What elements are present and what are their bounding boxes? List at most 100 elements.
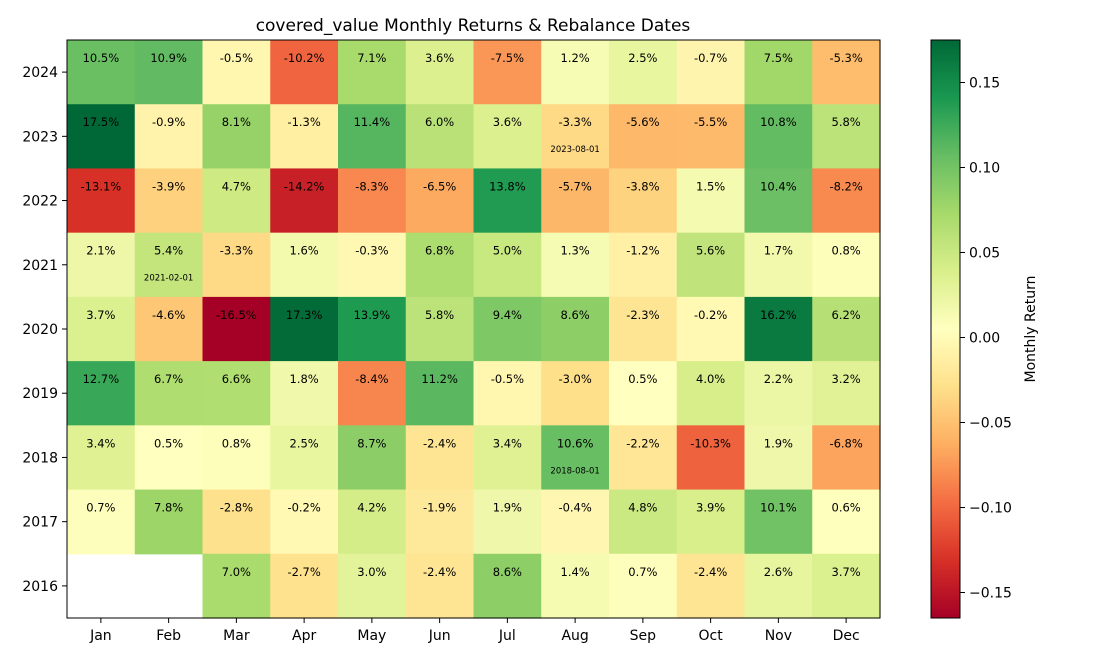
heatmap-cell [67, 168, 136, 234]
heatmap-cell [744, 553, 813, 619]
cell-value-label: 3.7% [86, 308, 115, 322]
cell-value-label: -5.5% [694, 115, 727, 129]
y-tick-label: 2024 [22, 65, 58, 81]
x-tick-label: Aug [561, 628, 588, 644]
heatmap-cell [338, 361, 407, 426]
cell-value-label: 6.2% [832, 308, 861, 322]
cell-value-label: -2.8% [220, 501, 253, 515]
cell-value-label: 0.7% [86, 501, 115, 515]
heatmap-cell [609, 40, 678, 105]
cell-value-label: 8.6% [561, 308, 590, 322]
heatmap-cell [609, 232, 678, 298]
colorbar-tick-label: −0.10 [969, 501, 1012, 517]
y-tick-label: 2017 [22, 515, 58, 531]
heatmap-cell [473, 425, 542, 491]
heatmap-cell [338, 296, 407, 362]
colorbar-tick-label: 0.05 [969, 246, 1000, 262]
y-tick-label: 2023 [22, 129, 58, 145]
colorbar-ticks: 0.15 0.10 0.05 0.00 −0.05 −0.10 −0.15 [960, 76, 1012, 602]
heatmap-cell [270, 425, 339, 491]
heatmap-cell [134, 489, 204, 555]
heatmap-cell [541, 361, 610, 426]
heatmap-cell [473, 489, 542, 555]
cell-value-label: 10.9% [150, 51, 187, 65]
heatmap-cell [473, 296, 542, 362]
x-tick-label: Jan [89, 628, 112, 644]
cell-value-label: -2.4% [694, 565, 727, 579]
heatmap-cell [609, 104, 678, 170]
cell-value-label: 4.7% [222, 179, 251, 193]
cell-value-label: -0.3% [355, 244, 388, 258]
heatmap-cells [67, 40, 881, 619]
cell-value-label: -14.2% [284, 179, 325, 193]
cell-value-label: 10.1% [760, 501, 797, 515]
cell-value-label: 4.0% [696, 372, 725, 386]
heatmap-cell [744, 296, 813, 362]
heatmap-cell [67, 40, 136, 105]
heatmap-cell [812, 104, 881, 170]
cell-value-label: 10.4% [760, 179, 797, 193]
x-tick-label: Jun [428, 628, 451, 644]
cell-value-label: -0.5% [491, 372, 524, 386]
heatmap-cell [67, 104, 136, 170]
heatmap-cell [67, 425, 136, 491]
rebalance-date-label: 2023-08-01 [550, 145, 599, 155]
cell-value-label: -3.3% [558, 115, 591, 129]
cell-value-label: 5.4% [154, 244, 183, 258]
heatmap-cell [676, 361, 746, 426]
heatmap-cell [202, 361, 271, 426]
cell-value-label: -1.9% [423, 501, 456, 515]
heatmap-cell [67, 489, 136, 555]
heatmap-cell [609, 425, 678, 491]
cell-value-label: 2.5% [628, 51, 657, 65]
heatmap-cell [270, 232, 339, 298]
cell-value-label: 8.1% [222, 115, 251, 129]
colorbar-tick-label: −0.15 [969, 586, 1012, 602]
cell-value-label: 3.4% [86, 436, 115, 450]
cell-value-label: 3.4% [493, 436, 522, 450]
heatmap-cell [405, 425, 475, 491]
cell-value-label: -0.2% [287, 501, 320, 515]
cell-value-label: -6.5% [423, 179, 456, 193]
cell-value-label: 6.0% [425, 115, 454, 129]
cell-value-label: 11.2% [421, 372, 458, 386]
heatmap-cell [134, 361, 204, 426]
heatmap-cell [744, 168, 813, 234]
heatmap-cell [744, 489, 813, 555]
cell-value-label: 12.7% [83, 372, 120, 386]
heatmap-cell [541, 40, 610, 105]
cell-value-label: 3.6% [493, 115, 522, 129]
heatmap-cell [338, 232, 407, 298]
cell-value-label: 5.8% [425, 308, 454, 322]
cell-value-label: 3.2% [832, 372, 861, 386]
heatmap-cell [473, 232, 542, 298]
cell-value-label: 17.3% [286, 308, 323, 322]
x-tick-label: Feb [156, 628, 181, 644]
heatmap-cell [67, 296, 136, 362]
cell-value-label: -4.6% [152, 308, 185, 322]
x-tick-label: Jul [498, 628, 516, 644]
rebalance-date-label: 2018-08-01 [550, 466, 599, 476]
heatmap-cell [338, 425, 407, 491]
cell-value-label: -0.5% [220, 51, 253, 65]
x-tick-label: Dec [833, 628, 860, 644]
x-tick-label: Sep [630, 628, 657, 644]
cell-value-label: 7.1% [357, 51, 386, 65]
cell-value-label: 11.4% [354, 115, 391, 129]
heatmap-cell [338, 104, 407, 170]
cell-value-label: 3.6% [425, 51, 454, 65]
heatmap-cell [405, 296, 475, 362]
heatmap-cell [812, 232, 881, 298]
heatmap-cell [812, 361, 881, 426]
cell-value-label: -0.7% [694, 51, 727, 65]
cell-value-label: -0.9% [152, 115, 185, 129]
cell-value-label: -5.7% [558, 179, 591, 193]
cell-value-label: -5.3% [829, 51, 862, 65]
cell-value-label: 8.7% [357, 436, 386, 450]
cell-value-label: 7.8% [154, 501, 183, 515]
cell-value-label: 9.4% [493, 308, 522, 322]
heatmap-cell [405, 40, 475, 105]
cell-value-label: -0.4% [558, 501, 591, 515]
x-axis: Jan Feb Mar Apr May Jun Jul Aug Sep Oct Nov Dec [89, 618, 860, 644]
